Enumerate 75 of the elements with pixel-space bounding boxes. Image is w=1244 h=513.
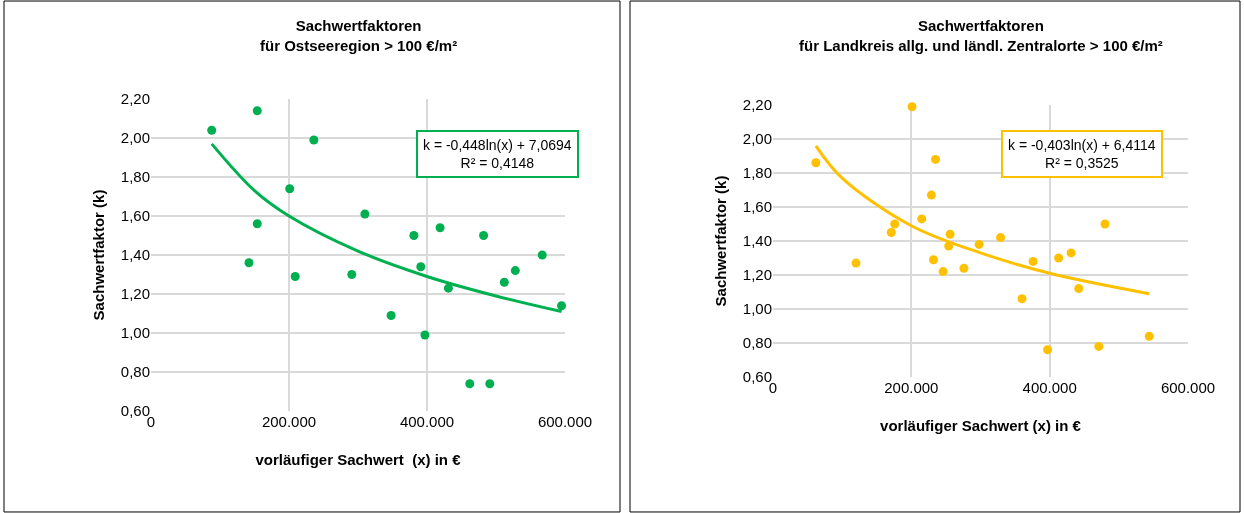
point bbox=[1054, 253, 1064, 263]
point bbox=[537, 250, 547, 260]
point bbox=[1144, 331, 1154, 341]
x-tick-label: 200.000 bbox=[261, 413, 317, 430]
y-tick-label: 2,20 bbox=[742, 96, 772, 114]
point bbox=[811, 158, 821, 168]
point bbox=[510, 266, 520, 276]
point bbox=[252, 219, 262, 229]
y-tick-label: 2,20 bbox=[120, 90, 150, 108]
point bbox=[244, 258, 254, 268]
point bbox=[485, 379, 495, 389]
point bbox=[1094, 341, 1104, 351]
x-tick-label: 400.000 bbox=[399, 413, 455, 430]
point bbox=[959, 263, 969, 273]
x-tick-label: 600.000 bbox=[1160, 379, 1216, 396]
point bbox=[890, 219, 900, 229]
point bbox=[974, 239, 984, 249]
annotation: k = -0,448ln(x) + 7,0694 R² = 0,4148 bbox=[423, 137, 572, 172]
point bbox=[347, 270, 357, 279]
point bbox=[443, 283, 453, 293]
point bbox=[1066, 248, 1076, 258]
y-tick-label: 1,00 bbox=[120, 324, 150, 342]
y-tick-label: 1,40 bbox=[742, 232, 772, 250]
point bbox=[907, 102, 917, 112]
y-tick-label: 0,80 bbox=[742, 334, 772, 352]
point bbox=[420, 330, 430, 340]
point bbox=[851, 258, 861, 268]
point bbox=[1017, 294, 1027, 304]
y-tick-label: 1,80 bbox=[742, 164, 772, 182]
point bbox=[1028, 256, 1038, 266]
point bbox=[1074, 284, 1084, 294]
y-tick-label: 0,80 bbox=[120, 363, 150, 381]
point bbox=[252, 106, 262, 116]
chart-title: Sachwertfaktoren für Ostseeregion > 100 €/m² bbox=[260, 17, 458, 54]
y-tick-label: 2,00 bbox=[742, 130, 772, 148]
point bbox=[945, 229, 955, 239]
y-axis-title: Sachwertfaktor (k) bbox=[712, 175, 730, 307]
point bbox=[557, 301, 567, 311]
point bbox=[409, 231, 419, 240]
point bbox=[285, 184, 295, 194]
point bbox=[207, 125, 217, 135]
y-tick-label: 2,00 bbox=[120, 129, 150, 147]
y-tick-label: 1,80 bbox=[120, 168, 150, 186]
point bbox=[499, 277, 509, 287]
y-tick-label: 1,00 bbox=[742, 300, 772, 318]
point bbox=[290, 271, 300, 281]
x-axis-title: vorläufiger Sachwert (x) in € bbox=[880, 417, 1082, 434]
y-tick-label: 1,20 bbox=[120, 285, 150, 303]
x-tick-label: 600.000 bbox=[537, 413, 593, 430]
y-tick-label: 1,20 bbox=[742, 266, 772, 284]
point bbox=[917, 214, 927, 224]
point bbox=[309, 135, 319, 145]
annotation: k = -0,403ln(x) + 6,4114 R² = 0,3525 bbox=[1008, 137, 1156, 172]
point bbox=[465, 379, 475, 389]
point bbox=[996, 233, 1006, 243]
point bbox=[886, 228, 896, 237]
point bbox=[928, 255, 938, 265]
x-tick-label: 200.000 bbox=[884, 379, 939, 396]
chart-title: Sachwertfaktoren für Landkreis allg. und ländl. Zentralorte > 100 €/m² bbox=[799, 17, 1163, 54]
point bbox=[479, 231, 489, 240]
point bbox=[386, 310, 396, 320]
y-tick-label: 1,40 bbox=[120, 246, 150, 264]
y-tick-label: 1,60 bbox=[120, 207, 150, 225]
point bbox=[926, 190, 936, 200]
y-axis-title: Sachwertfaktor (k) bbox=[90, 189, 108, 321]
y-tick-label: 1,60 bbox=[742, 198, 772, 216]
point bbox=[416, 262, 426, 272]
point bbox=[931, 154, 941, 164]
x-tick-label: 400.000 bbox=[1022, 379, 1077, 396]
point bbox=[1100, 219, 1110, 229]
point bbox=[1043, 345, 1053, 355]
point bbox=[435, 223, 445, 233]
point bbox=[938, 267, 948, 277]
point bbox=[360, 209, 370, 219]
x-axis-title: vorläufiger Sachwert (x) in € bbox=[255, 451, 462, 468]
